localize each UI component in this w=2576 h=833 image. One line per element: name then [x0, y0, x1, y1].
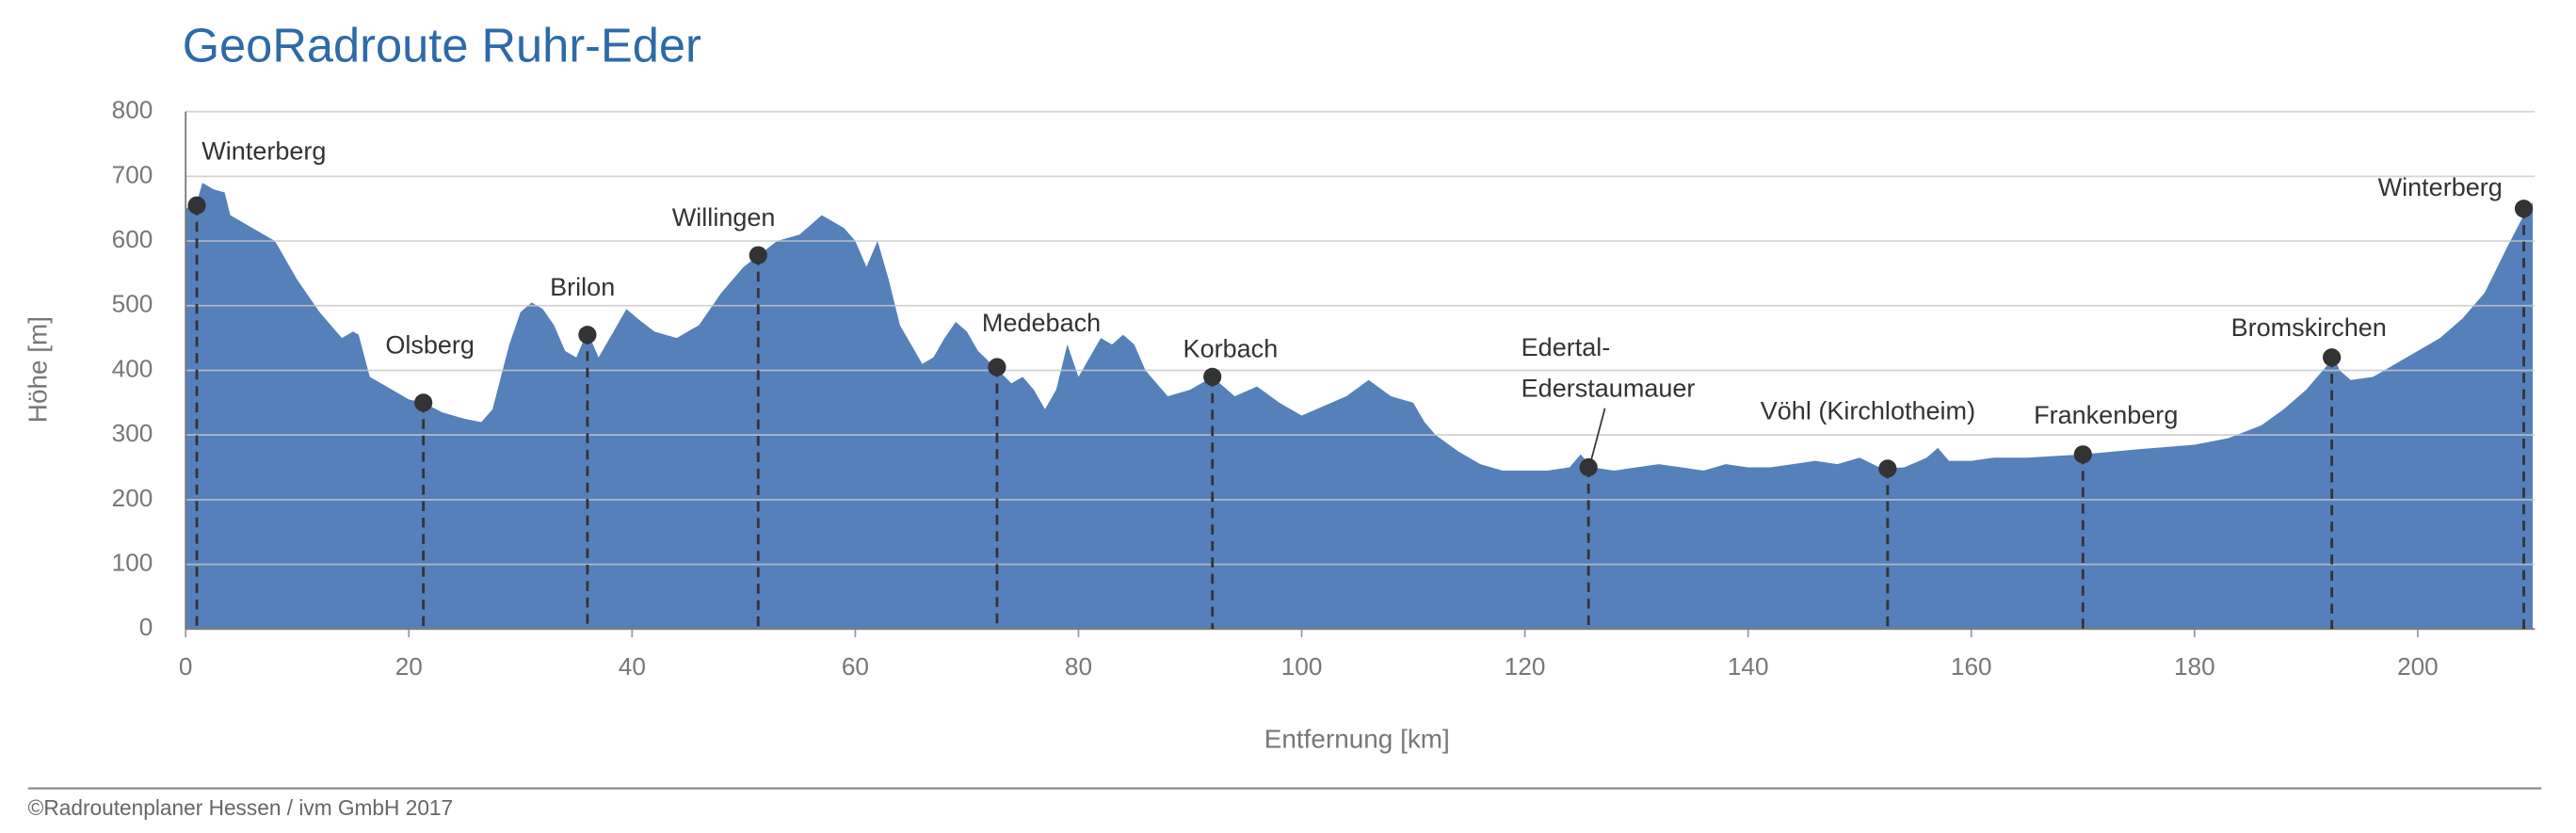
y-tick-label: 400	[112, 354, 153, 382]
marker-dot	[749, 246, 767, 264]
town-label: Winterberg	[201, 137, 326, 166]
x-tick-label: 40	[619, 652, 646, 681]
x-tick-label: 0	[179, 652, 193, 681]
x-tick-label: 180	[2174, 652, 2215, 681]
marker-dot	[1878, 459, 1897, 478]
marker-dot	[578, 326, 597, 344]
y-tick-label: 100	[112, 548, 153, 576]
marker-dot	[187, 196, 206, 215]
y-tick-label: 0	[139, 613, 153, 641]
x-tick-label: 120	[1505, 652, 1546, 681]
x-tick-label: 160	[1951, 652, 1992, 681]
marker-dot	[1579, 457, 1598, 477]
elevation-area	[185, 183, 2533, 630]
town-label: Edertal-	[1521, 333, 1611, 361]
town-label: Ederstaumauer	[1521, 375, 1696, 403]
town-label: Korbach	[1183, 335, 1279, 363]
y-tick-label: 600	[112, 225, 153, 253]
town-label: Willingen	[672, 203, 776, 232]
x-tick-label: 200	[2397, 652, 2439, 681]
x-tick-label: 80	[1065, 652, 1092, 681]
x-tick-label: 60	[842, 652, 869, 681]
chart-title: GeoRadroute Ruhr-Eder	[183, 19, 701, 72]
marker-dot	[988, 358, 1006, 376]
marker-dot	[2514, 200, 2534, 218]
town-label: Medebach	[982, 309, 1101, 337]
town-label: Olsberg	[385, 331, 475, 360]
y-tick-label: 300	[112, 419, 153, 447]
marker-dot	[1203, 367, 1222, 386]
y-tick-label: 200	[112, 484, 153, 512]
x-tick-label: 20	[395, 652, 423, 681]
y-tick-label: 700	[112, 160, 153, 188]
town-label: Brilon	[550, 273, 615, 301]
leader-line	[1589, 408, 1606, 465]
footer: ©Radroutenplaner Hessen / ivm GmbH 2017	[28, 795, 453, 820]
marker-dot	[2323, 348, 2342, 367]
marker-dot	[2073, 445, 2092, 464]
marker-dot	[414, 393, 433, 412]
town-label: Winterberg	[2378, 173, 2503, 201]
town-label: Vöhl (Kirchlotheim)	[1761, 397, 1975, 425]
x-axis-label: Entfernung [km]	[1264, 724, 1450, 753]
y-axis-label: Höhe [m]	[23, 316, 52, 423]
town-label: Bromskirchen	[2231, 313, 2387, 342]
town-label: Frankenberg	[2034, 401, 2178, 429]
x-tick-label: 140	[1728, 652, 1769, 681]
y-tick-label: 800	[112, 96, 153, 124]
y-tick-label: 500	[112, 290, 153, 318]
x-tick-label: 100	[1281, 652, 1323, 681]
